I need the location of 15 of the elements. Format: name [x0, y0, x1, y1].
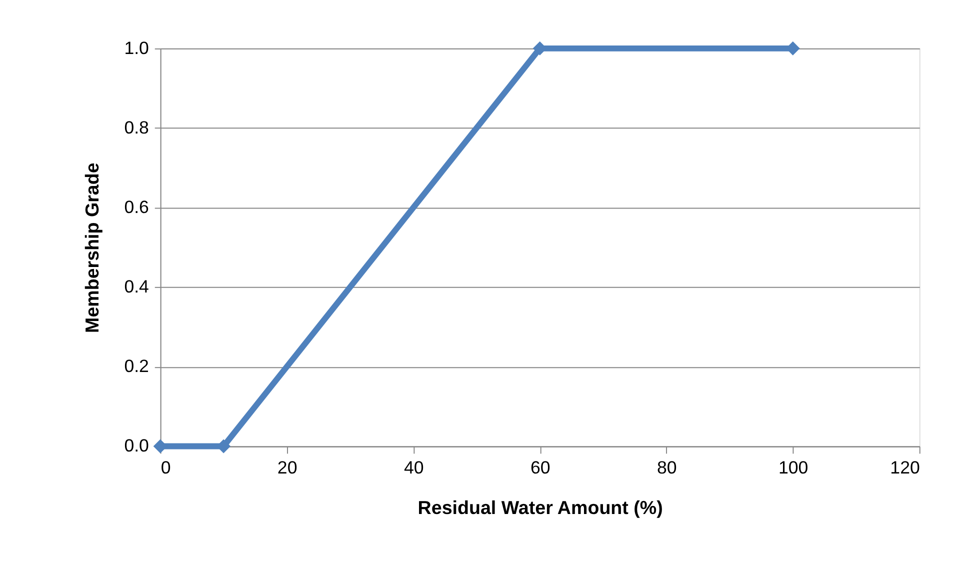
y-tick-label: 0.0	[124, 436, 150, 456]
x-tick-label: 0	[160, 457, 171, 478]
x-axis-title: Residual Water Amount (%)	[418, 497, 663, 518]
y-tick-label: 0.8	[124, 117, 150, 138]
y-tick-label: 0.2	[124, 356, 149, 376]
x-tick-label: 60	[530, 457, 550, 478]
x-tick-label: 120	[890, 457, 920, 478]
x-tick-label: 100	[778, 457, 808, 478]
y-tick-label: 0.4	[124, 276, 150, 297]
x-tick-label: 80	[656, 457, 677, 478]
x-tick-label: 20	[277, 457, 298, 478]
y-tick-label: 1.0	[124, 38, 150, 58]
y-tick-label: 0.6	[124, 197, 150, 217]
y-axis-title: Membership Grade	[81, 162, 102, 333]
x-tick-label: 40	[404, 457, 424, 478]
